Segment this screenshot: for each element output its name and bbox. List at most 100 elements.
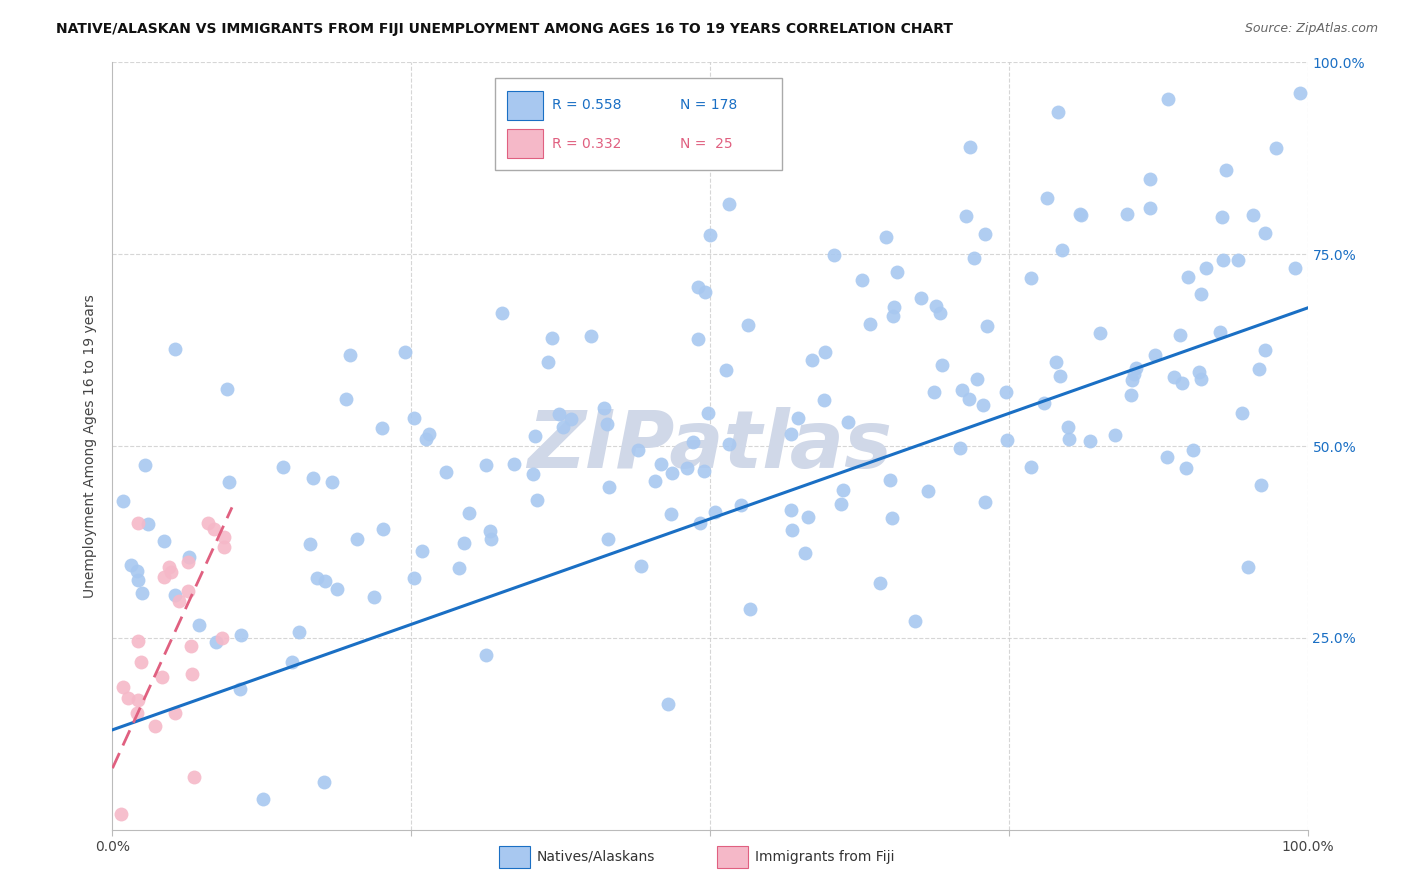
Point (1156, 450, 1178, 464)
Point (1070, 208, 1092, 222)
Point (966, 371, 988, 385)
Y-axis label: Unemployment Among Ages 16 to 19 years: Unemployment Among Ages 16 to 19 years (83, 294, 97, 598)
Point (418, 427, 440, 442)
Point (1243, 209, 1265, 223)
Point (1122, 368, 1144, 382)
Point (837, 415, 859, 429)
FancyBboxPatch shape (495, 78, 782, 169)
Text: Source: ZipAtlas.com: Source: ZipAtlas.com (1244, 22, 1378, 36)
Point (661, 466, 683, 480)
Point (910, 291, 932, 305)
Point (180, 639, 202, 653)
Point (110, 807, 132, 822)
Point (800, 353, 823, 368)
Point (150, 670, 173, 684)
Point (314, 775, 336, 789)
Point (1080, 434, 1102, 448)
Point (1177, 269, 1199, 284)
Point (717, 436, 740, 450)
Point (823, 248, 845, 262)
Point (163, 343, 186, 357)
Point (699, 228, 721, 243)
Point (371, 420, 394, 434)
Point (1139, 172, 1161, 186)
Point (163, 588, 186, 602)
Point (1174, 460, 1197, 475)
Point (273, 460, 295, 475)
Point (1226, 252, 1249, 267)
Point (1115, 207, 1137, 221)
Text: N =  25: N = 25 (681, 136, 733, 151)
Point (717, 197, 740, 211)
Point (1045, 355, 1067, 369)
Point (1069, 207, 1091, 221)
Point (1211, 211, 1233, 225)
Point (973, 495, 995, 509)
Point (298, 537, 321, 551)
Point (120, 558, 142, 572)
Point (779, 502, 801, 516)
Point (925, 299, 948, 313)
Point (1181, 442, 1204, 457)
Point (1019, 270, 1042, 285)
Point (596, 417, 619, 431)
Point (136, 517, 159, 532)
Point (167, 593, 190, 607)
Point (491, 306, 513, 320)
Point (689, 516, 711, 530)
Point (1215, 162, 1237, 177)
Point (1019, 459, 1042, 474)
Point (288, 625, 311, 640)
Point (830, 497, 852, 511)
Point (475, 458, 498, 472)
Point (1168, 328, 1191, 343)
Point (127, 693, 149, 707)
Point (1209, 325, 1232, 339)
Point (394, 345, 416, 359)
Point (581, 329, 603, 343)
Point (321, 475, 343, 490)
Point (972, 398, 994, 412)
Point (851, 273, 873, 287)
Point (212, 540, 235, 554)
Point (548, 407, 571, 421)
Point (675, 460, 697, 475)
Point (1195, 260, 1218, 275)
Point (197, 516, 219, 530)
Point (1264, 141, 1286, 155)
Point (111, 494, 134, 508)
Point (228, 681, 250, 696)
Point (177, 584, 200, 599)
Point (339, 348, 361, 362)
Point (112, 680, 135, 694)
Point (153, 569, 176, 583)
Point (813, 393, 835, 408)
Point (1143, 348, 1166, 362)
Point (814, 344, 837, 359)
Point (181, 666, 204, 681)
Point (1212, 252, 1234, 267)
Point (346, 532, 368, 546)
Point (950, 383, 973, 397)
Point (218, 475, 240, 489)
Point (693, 285, 716, 299)
Point (179, 549, 201, 564)
Point (449, 561, 471, 575)
Point (404, 411, 426, 425)
Point (963, 251, 986, 265)
Point (458, 506, 481, 520)
Point (326, 582, 349, 597)
Point (859, 317, 882, 331)
Point (627, 442, 650, 457)
Point (183, 770, 205, 784)
Point (904, 614, 927, 628)
Point (1121, 388, 1143, 402)
Point (163, 706, 186, 720)
Point (117, 691, 139, 706)
Point (598, 480, 620, 494)
Point (1046, 105, 1069, 120)
Point (738, 601, 761, 615)
Point (1088, 326, 1111, 341)
Point (922, 384, 945, 399)
Point (522, 467, 544, 482)
